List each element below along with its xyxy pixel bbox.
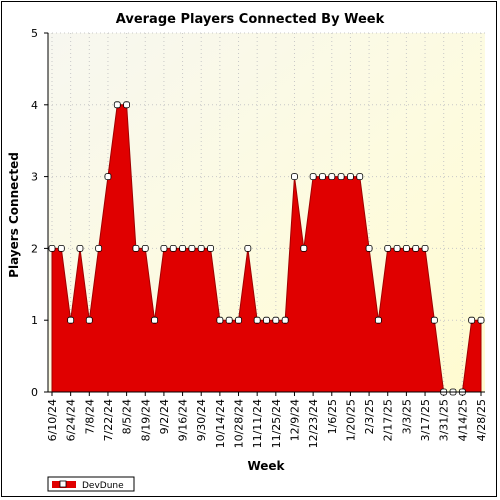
legend: DevDune: [47, 476, 135, 492]
data-point: [347, 173, 354, 181]
data-point: [356, 173, 364, 181]
x-tick-label: 7/22/24: [102, 399, 115, 441]
x-tick-label: 10/28/24: [233, 399, 246, 448]
data-point: [291, 173, 298, 181]
x-tick-label: 11/11/24: [251, 399, 264, 448]
data-point-markers: [48, 101, 485, 396]
data-point: [253, 316, 261, 324]
data-point: [337, 173, 345, 181]
data-point: [169, 244, 177, 252]
y-axis-ticks: 0 1 2 3 4 5: [31, 27, 48, 399]
x-tick-label: 3/17/25: [419, 399, 432, 441]
y-tick-label: 2: [31, 242, 38, 255]
data-point: [421, 244, 429, 252]
data-point: [48, 244, 56, 252]
data-point: [132, 244, 140, 252]
data-point: [207, 244, 214, 252]
data-point: [225, 316, 233, 324]
x-tick-label: 2/17/25: [382, 399, 395, 441]
x-tick-label: 8/19/24: [139, 399, 152, 441]
y-tick-label: 0: [31, 386, 38, 399]
data-point: [412, 244, 420, 252]
x-tick-label: 12/23/24: [307, 399, 320, 448]
x-tick-label: 8/5/24: [121, 399, 134, 434]
data-point: [67, 316, 75, 324]
data-point: [197, 244, 205, 252]
y-axis-label: Players Connected: [7, 152, 21, 278]
data-point: [281, 316, 289, 324]
x-tick-label: 4/28/25: [475, 399, 488, 441]
data-point: [319, 173, 326, 181]
x-tick-label: 6/24/24: [65, 399, 78, 441]
data-point: [468, 316, 476, 324]
data-point: [141, 244, 149, 252]
data-point: [384, 244, 392, 252]
data-point: [375, 316, 382, 324]
x-tick-label: 4/14/25: [456, 399, 469, 441]
x-tick-label: 3/3/25: [400, 399, 413, 434]
data-point: [151, 316, 158, 324]
data-point: [402, 244, 410, 252]
x-tick-label: 6/10/24: [46, 399, 59, 441]
data-point: [430, 316, 438, 324]
data-point: [76, 244, 84, 252]
data-point: [365, 244, 373, 252]
data-point: [104, 173, 112, 181]
data-point: [393, 244, 401, 252]
x-tick-label: 1/6/25: [326, 399, 339, 434]
y-tick-label: 4: [31, 99, 38, 112]
x-tick-label: 11/25/24: [270, 399, 283, 448]
data-point: [160, 244, 168, 252]
y-tick-label: 5: [31, 27, 38, 40]
data-point: [179, 244, 186, 252]
data-point: [188, 244, 196, 252]
x-tick-label: 1/20/25: [344, 399, 357, 441]
data-point: [263, 316, 270, 324]
y-tick-label: 3: [31, 171, 38, 184]
x-axis-ticks: 6/10/24 6/24/24 7/8/24 7/22/24 8/5/24 8/19/24…: [46, 392, 488, 448]
x-tick-label: 9/16/24: [177, 399, 190, 441]
data-point: [328, 173, 336, 181]
x-tick-label: 12/9/24: [288, 399, 301, 441]
data-point: [309, 173, 317, 181]
data-point: [123, 101, 131, 109]
legend-marker: [59, 480, 67, 488]
x-tick-label: 3/31/25: [438, 399, 451, 441]
y-tick-label: 1: [31, 314, 38, 327]
x-axis-label: Week: [247, 459, 285, 473]
data-point: [95, 244, 103, 252]
legend-label: DevDune: [82, 481, 124, 491]
x-tick-label: 9/30/24: [195, 399, 208, 441]
chart-title: Average Players Connected By Week: [116, 12, 385, 27]
data-point: [477, 316, 485, 324]
x-tick-label: 10/14/24: [214, 399, 227, 448]
data-point: [113, 101, 121, 109]
x-tick-label: 2/3/25: [363, 399, 376, 434]
data-point: [57, 244, 65, 252]
data-point: [272, 316, 280, 324]
data-point: [244, 244, 252, 252]
data-point: [300, 244, 308, 252]
x-tick-label: 7/8/24: [83, 399, 96, 434]
data-point: [235, 316, 242, 324]
x-tick-label: 9/2/24: [158, 399, 171, 434]
data-point: [85, 316, 93, 324]
data-point: [216, 316, 224, 324]
